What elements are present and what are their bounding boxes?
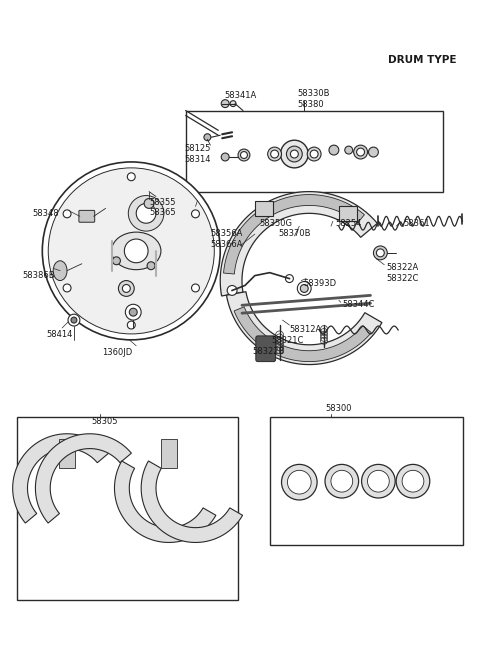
Bar [59, 439, 75, 468]
Text: 58322A: 58322A [386, 263, 419, 272]
Circle shape [240, 151, 247, 159]
Circle shape [288, 470, 311, 494]
Circle shape [125, 305, 141, 320]
Circle shape [48, 168, 214, 334]
Circle shape [354, 145, 368, 159]
Circle shape [376, 249, 384, 257]
Polygon shape [141, 461, 242, 542]
Circle shape [147, 262, 155, 270]
Circle shape [361, 464, 395, 498]
Text: 58312A: 58312A [289, 325, 322, 334]
Text: 58370B: 58370B [278, 229, 311, 238]
Circle shape [300, 284, 308, 292]
Circle shape [63, 284, 71, 292]
Text: 58414: 58414 [46, 330, 72, 339]
Circle shape [112, 257, 120, 265]
Circle shape [227, 286, 237, 295]
Bar [161, 439, 177, 468]
Text: 1360JD: 1360JD [102, 348, 132, 357]
Circle shape [396, 464, 430, 498]
Circle shape [144, 198, 154, 208]
Text: 58348: 58348 [33, 210, 59, 218]
Circle shape [124, 239, 148, 263]
Text: 58380: 58380 [297, 100, 324, 109]
Circle shape [238, 149, 250, 161]
Circle shape [369, 147, 378, 157]
Text: 58330B: 58330B [297, 89, 330, 98]
Circle shape [286, 274, 293, 282]
Text: 58314: 58314 [185, 155, 211, 164]
Circle shape [281, 464, 317, 500]
Circle shape [331, 470, 353, 492]
Text: 58350G: 58350G [260, 219, 293, 228]
Circle shape [192, 284, 199, 292]
Text: 58344C: 58344C [343, 301, 375, 309]
Text: 58386B: 58386B [23, 271, 55, 280]
Bar [17, 417, 238, 600]
Circle shape [204, 134, 211, 141]
Ellipse shape [111, 232, 161, 270]
Text: 58322B: 58322B [253, 346, 285, 356]
Circle shape [192, 210, 199, 217]
Bar [339, 206, 357, 221]
Circle shape [402, 470, 424, 492]
Polygon shape [234, 307, 371, 362]
Text: 58305: 58305 [92, 417, 118, 426]
Text: 58361: 58361 [403, 219, 430, 228]
Text: DRUM TYPE: DRUM TYPE [388, 55, 457, 66]
Circle shape [127, 173, 135, 181]
Circle shape [71, 317, 77, 323]
Bar [255, 202, 273, 216]
Text: 58254: 58254 [335, 219, 361, 228]
Circle shape [221, 100, 229, 107]
Circle shape [329, 145, 339, 155]
Circle shape [310, 150, 318, 158]
Text: 58125: 58125 [185, 144, 211, 153]
Circle shape [119, 280, 134, 296]
Text: 58366A: 58366A [210, 240, 243, 249]
Circle shape [42, 162, 220, 340]
Circle shape [368, 470, 389, 492]
Circle shape [127, 321, 135, 329]
Polygon shape [227, 291, 382, 365]
Polygon shape [224, 195, 364, 274]
Circle shape [297, 282, 311, 295]
Bar [186, 111, 443, 192]
Circle shape [307, 147, 321, 161]
Polygon shape [220, 192, 377, 296]
Circle shape [230, 101, 236, 107]
Bar [270, 417, 463, 546]
Text: 58300: 58300 [325, 404, 351, 413]
FancyBboxPatch shape [79, 210, 95, 222]
Circle shape [129, 309, 137, 316]
FancyBboxPatch shape [256, 336, 276, 362]
Circle shape [345, 146, 353, 154]
Circle shape [68, 314, 80, 326]
Circle shape [325, 464, 359, 498]
Circle shape [136, 204, 156, 223]
Circle shape [287, 146, 302, 162]
Circle shape [280, 140, 308, 168]
Circle shape [268, 147, 281, 161]
Text: 58341A: 58341A [224, 91, 256, 100]
Ellipse shape [53, 261, 67, 280]
Text: 58321C: 58321C [272, 336, 304, 345]
Circle shape [271, 150, 278, 158]
Text: 58355: 58355 [149, 198, 176, 206]
Circle shape [357, 148, 364, 156]
Polygon shape [12, 434, 108, 523]
Circle shape [290, 150, 298, 158]
Text: 58322C: 58322C [386, 274, 419, 282]
Circle shape [63, 210, 71, 217]
Text: 58393D: 58393D [303, 278, 336, 288]
Circle shape [373, 246, 387, 260]
Circle shape [122, 284, 130, 292]
Polygon shape [114, 461, 216, 542]
Polygon shape [36, 434, 132, 523]
Circle shape [221, 153, 229, 161]
Circle shape [128, 196, 164, 231]
Text: 58365: 58365 [149, 208, 176, 217]
Text: 58356A: 58356A [210, 229, 243, 238]
